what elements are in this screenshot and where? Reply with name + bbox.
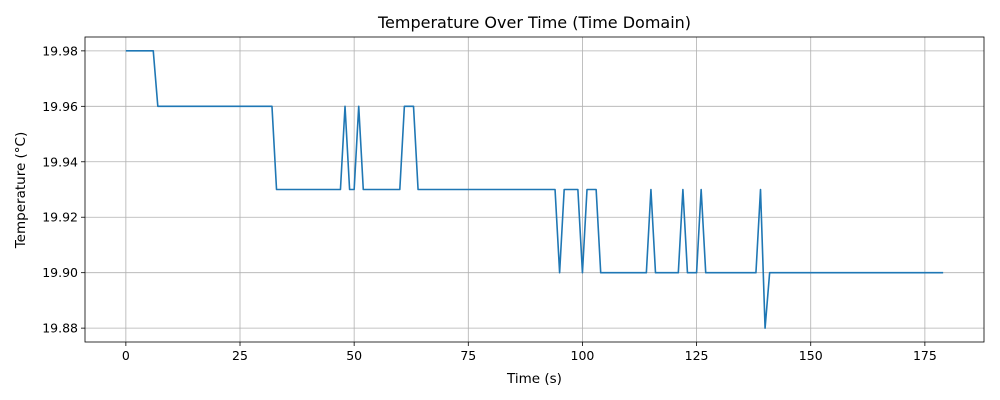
- x-tick-label: 0: [122, 348, 130, 363]
- y-tick-label: 19.92: [42, 210, 78, 225]
- y-tick-label: 19.90: [42, 265, 78, 280]
- series-line-0: [125, 50, 944, 329]
- y-tick-label: 19.88: [42, 321, 78, 336]
- y-axis-title: Temperature (°C): [13, 132, 29, 250]
- chart-title: Temperature Over Time (Time Domain): [377, 13, 691, 32]
- x-tick-label: 125: [685, 348, 709, 363]
- x-tick-label: 25: [232, 348, 248, 363]
- y-tick-label: 19.94: [42, 154, 78, 169]
- x-tick-label: 75: [460, 348, 476, 363]
- plot-frame: [84, 36, 985, 343]
- x-tick-label: 50: [346, 348, 362, 363]
- axis-ticks: 0 25 50 75 100 125 150 175 19.88 19.90 19.92 19.94 1…: [42, 43, 937, 363]
- y-tick-label: 19.98: [42, 43, 78, 58]
- x-axis-title: Time (s): [506, 371, 562, 387]
- x-tick-label: 175: [913, 348, 937, 363]
- x-tick-label: 100: [571, 348, 595, 363]
- series-layer: [125, 50, 944, 329]
- x-tick-label: 150: [799, 348, 823, 363]
- y-tick-label: 19.96: [42, 99, 78, 114]
